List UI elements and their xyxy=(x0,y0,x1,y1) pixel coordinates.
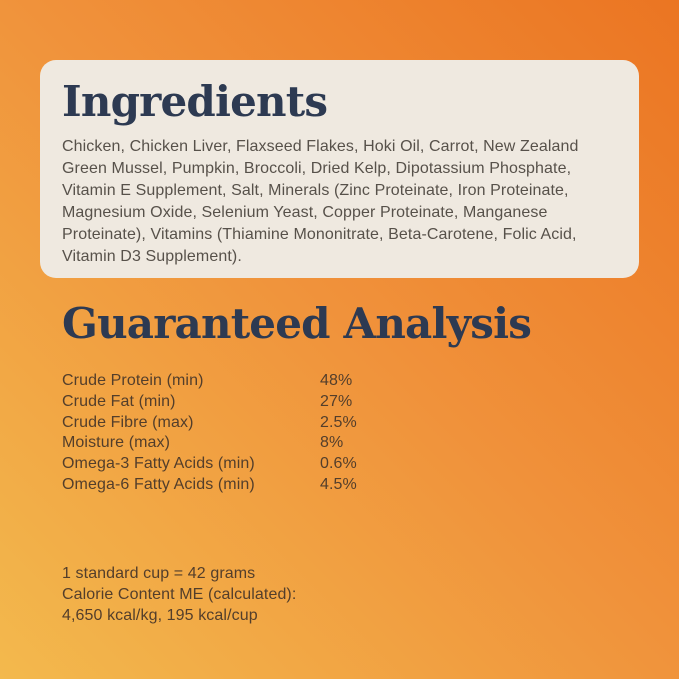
analysis-value: 0.6% xyxy=(320,455,357,473)
analysis-row: Crude Fat (min) 27% xyxy=(62,392,622,413)
analysis-row: Crude Fibre (max) 2.5% xyxy=(62,413,622,434)
analysis-label: Moisture (max) xyxy=(62,434,171,452)
ingredients-line: Chicken, Chicken Liver, Flaxseed Flakes,… xyxy=(62,138,579,155)
ingredients-list: Chicken, Chicken Liver, Flaxseed Flakes,… xyxy=(62,136,615,268)
analysis-value: 2.5% xyxy=(320,413,357,431)
analysis-value: 8% xyxy=(320,434,344,452)
analysis-label: Crude Fat (min) xyxy=(62,392,176,410)
guaranteed-analysis-section: Guaranteed Analysis Crude Protein (min) … xyxy=(62,302,622,496)
analysis-value: 4.5% xyxy=(320,475,357,493)
analysis-row: Moisture (max) 8% xyxy=(62,433,622,454)
calorie-info-line: 4,650 kcal/kg, 195 kcal/cup xyxy=(62,607,258,624)
analysis-label: Crude Fibre (max) xyxy=(62,413,194,431)
analysis-row: Omega-6 Fatty Acids (min) 4.5% xyxy=(62,475,622,496)
ingredients-line: Magnesium Oxide, Selenium Yeast, Copper … xyxy=(62,204,548,221)
ingredients-line: Vitamin D3 Supplement). xyxy=(62,248,242,265)
ingredients-line: Vitamin E Supplement, Salt, Minerals (Zi… xyxy=(62,182,569,199)
analysis-value: 27% xyxy=(320,392,353,410)
guaranteed-analysis-title: Guaranteed Analysis xyxy=(62,299,532,348)
ingredients-title: Ingredients xyxy=(62,77,328,126)
analysis-row: Omega-3 Fatty Acids (min) 0.6% xyxy=(62,454,622,475)
ingredients-line: Green Mussel, Pumpkin, Broccoli, Dried K… xyxy=(62,160,572,177)
analysis-row: Crude Protein (min) 48% xyxy=(62,371,622,392)
calorie-info: 1 standard cup = 42 grams Calorie Conten… xyxy=(62,563,296,626)
calorie-info-line: Calorie Content ME (calculated): xyxy=(62,586,297,603)
analysis-value: 48% xyxy=(320,372,353,389)
ingredients-line: Proteinate), Vitamins (Thiamine Mononitr… xyxy=(62,226,577,243)
calorie-info-line: 1 standard cup = 42 grams xyxy=(62,565,256,582)
analysis-label: Crude Protein (min) xyxy=(62,372,204,389)
ingredients-card: Ingredients Chicken, Chicken Liver, Flax… xyxy=(40,60,639,278)
analysis-label: Omega-3 Fatty Acids (min) xyxy=(62,455,255,473)
analysis-label: Omega-6 Fatty Acids (min) xyxy=(62,475,255,493)
